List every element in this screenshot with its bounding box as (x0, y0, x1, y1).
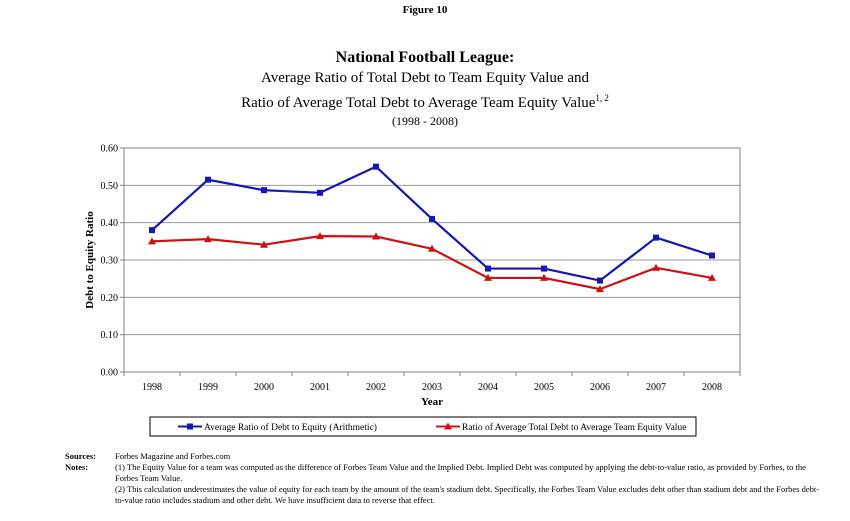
chart-subtitle-2-footnote: 1, 2 (595, 93, 609, 103)
data-point-square (205, 176, 211, 183)
data-point-square (149, 227, 155, 234)
legend-box (149, 416, 697, 437)
y-axis-label: Debt to Equity Ratio (84, 211, 96, 309)
x-tick-label: 2000 (254, 382, 274, 393)
notes-body: (1) The Equity Value for a team was comp… (115, 462, 825, 506)
x-tick-label: 2006 (590, 382, 610, 393)
data-point-triangle (652, 263, 660, 271)
footer-notes: Sources: Forbes Magazine and Forbes.com … (65, 451, 825, 506)
data-point-triangle (596, 285, 604, 293)
x-tick-label: 2008 (702, 382, 722, 393)
x-tick-label: 2003 (422, 382, 442, 393)
x-tick-labels: 1998 1999 2000 2001 2002 2003 2004 2005 2006 2007… (123, 372, 741, 393)
data-point-triangle (708, 273, 716, 281)
x-tick-label: 1998 (142, 382, 162, 393)
chart-subtitle-2-text: Ratio of Average Total Debt to Average T… (241, 95, 596, 111)
data-point-triangle (484, 273, 492, 281)
y-tick-label: 0.00 (101, 368, 119, 379)
x-tick-label: 2001 (310, 382, 330, 393)
note-2: (2) This calculation underestimates the … (115, 484, 820, 505)
data-point-triangle (372, 232, 380, 240)
y-tick-label: 0.60 (101, 144, 119, 155)
series-line-1 (151, 165, 713, 282)
y-tick-label: 0.10 (101, 330, 119, 341)
data-point-square (317, 189, 323, 196)
x-axis-label: Year (421, 396, 443, 408)
data-point-triangle (260, 240, 268, 248)
legend-marker-triangle (444, 422, 452, 430)
chart-titles: National Football League: Average Ratio … (0, 48, 850, 129)
sources-text: Forbes Magazine and Forbes.com (115, 451, 231, 461)
x-tick-label: 2004 (478, 382, 498, 393)
data-point-square (709, 252, 715, 259)
x-tick-label: 2005 (534, 382, 554, 393)
legend-label-2: Ratio of Average Total Debt to Average T… (462, 422, 686, 433)
data-point-square (261, 187, 267, 194)
y-tick-label: 0.40 (101, 218, 119, 229)
y-tick-label: 0.30 (101, 256, 119, 267)
legend-label-1: Average Ratio of Debt to Equity (Arithme… (204, 422, 377, 433)
notes-row: Notes: (1) The Equity Value for a team w… (65, 462, 825, 506)
data-point-square (485, 265, 491, 272)
legend: Average Ratio of Debt to Equity (Arithme… (149, 416, 697, 437)
series-lines (148, 163, 716, 293)
line-chart: 0.00 0.10 0.20 0.30 0.40 0.50 0.60 1998 1999 200… (84, 144, 741, 437)
sources-row: Sources: Forbes Magazine and Forbes.com (65, 451, 825, 462)
x-tick-label: 2007 (646, 382, 666, 393)
data-point-triangle (428, 244, 436, 252)
chart-subtitle-1: Average Ratio of Total Debt to Team Equi… (261, 70, 589, 86)
chart-subtitle-3: (1998 - 2008) (392, 114, 458, 128)
data-point-square (597, 277, 603, 284)
data-point-triangle (204, 235, 212, 243)
sources-label: Sources: (65, 451, 97, 461)
data-point-triangle (316, 232, 324, 240)
chart-subtitle-2: Ratio of Average Total Debt to Average T… (0, 88, 850, 113)
x-tick-label: 2002 (366, 382, 386, 393)
note-1: (1) The Equity Value for a team was comp… (115, 462, 806, 483)
data-point-triangle (540, 273, 548, 281)
y-tick-label: 0.20 (101, 293, 119, 304)
y-tick-label: 0.50 (101, 181, 119, 192)
data-point-square (541, 265, 547, 272)
data-point-triangle (148, 237, 156, 245)
series-line-2 (151, 235, 713, 291)
chart-title: National Football League: (335, 49, 515, 66)
data-point-square (429, 215, 435, 222)
notes-label: Notes: (65, 462, 89, 472)
data-point-square (653, 234, 659, 241)
x-tick-label: 1999 (198, 382, 218, 393)
y-tick-labels: 0.00 0.10 0.20 0.30 0.40 0.50 0.60 (101, 144, 124, 379)
figure-label: Figure 10 (402, 4, 448, 16)
legend-marker-square (187, 423, 193, 430)
data-point-square (373, 163, 379, 170)
